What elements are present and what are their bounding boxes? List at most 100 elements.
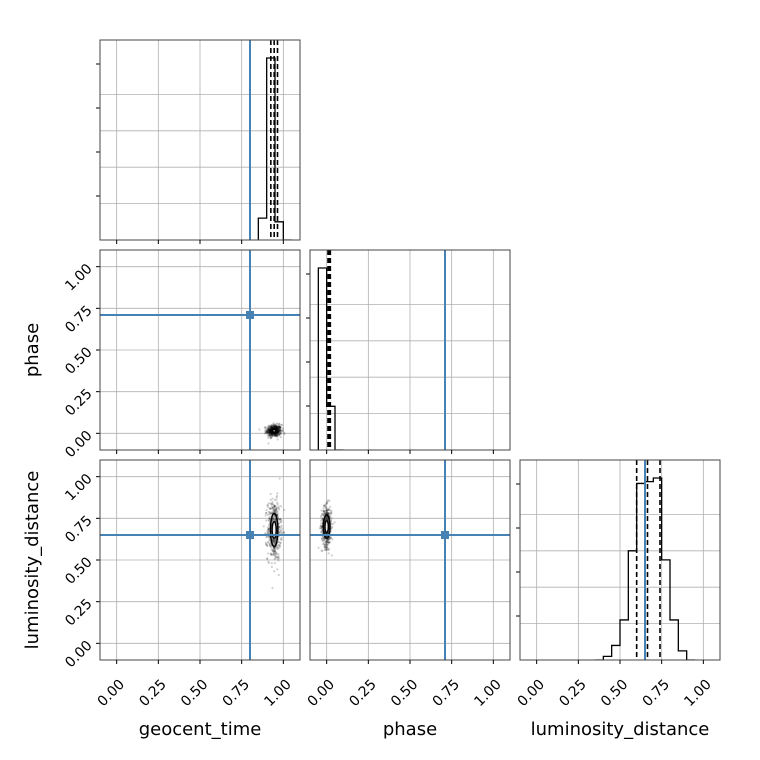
sample-point xyxy=(275,422,278,425)
sample-point xyxy=(276,568,279,571)
sample-point xyxy=(277,432,281,435)
sample-point xyxy=(273,424,276,427)
sample-point xyxy=(268,435,272,438)
sample-point xyxy=(268,429,271,433)
sample-point xyxy=(273,423,277,426)
sample-point xyxy=(279,426,282,429)
sample-point xyxy=(265,430,268,433)
sample-point xyxy=(322,510,325,513)
sample-point xyxy=(320,537,323,540)
x-tick-label: 0.75 xyxy=(430,677,463,710)
sample-point xyxy=(266,526,269,529)
sample-point xyxy=(278,429,282,432)
sample-point xyxy=(273,434,276,437)
sample-point xyxy=(273,498,276,502)
sample-point xyxy=(279,425,282,429)
sample-point xyxy=(330,554,333,557)
sample-point xyxy=(265,431,268,434)
sample-point xyxy=(268,425,271,428)
sample-point xyxy=(277,557,281,560)
sample-point xyxy=(325,545,328,549)
contour-level xyxy=(270,427,279,434)
sample-point xyxy=(322,542,325,545)
sample-point xyxy=(325,502,329,505)
sample-point xyxy=(270,505,273,508)
sample-point xyxy=(278,540,281,543)
sample-point xyxy=(325,510,329,513)
sample-point xyxy=(273,552,276,555)
sample-point xyxy=(265,509,268,512)
panel-geocent_time xyxy=(96,39,301,244)
sample-point xyxy=(266,430,269,434)
sample-point xyxy=(277,432,280,436)
sample-point xyxy=(327,508,330,511)
sample-point xyxy=(269,426,272,429)
sample-point xyxy=(327,512,330,515)
sample-point xyxy=(283,433,286,436)
sample-point xyxy=(267,518,271,521)
sample-point xyxy=(275,506,278,509)
sample-point xyxy=(270,426,274,429)
sample-point xyxy=(277,544,280,547)
sample-point xyxy=(272,552,275,555)
sample-point xyxy=(270,502,274,506)
sample-point xyxy=(319,527,322,530)
truth-marker xyxy=(246,311,254,319)
sample-point xyxy=(268,426,271,429)
x-tick-label: 0.25 xyxy=(136,677,169,710)
sample-point xyxy=(279,426,282,429)
sample-point xyxy=(268,543,272,546)
sample-point xyxy=(271,507,274,510)
y-tick-label: 0.00 xyxy=(62,638,95,671)
sample-point xyxy=(275,426,279,429)
sample-point xyxy=(277,427,280,430)
sample-point xyxy=(273,425,276,428)
sample-point xyxy=(270,426,273,429)
sample-point xyxy=(272,425,275,428)
sample-point xyxy=(276,501,279,504)
sample-point xyxy=(320,512,324,516)
sample-point xyxy=(268,539,271,542)
sample-point xyxy=(322,509,325,512)
sample-point xyxy=(268,512,271,516)
sample-point xyxy=(266,430,269,433)
sample-point xyxy=(269,498,272,501)
sample-point xyxy=(270,424,273,427)
x-tick-label: 0.50 xyxy=(598,677,631,710)
sample-point xyxy=(278,425,281,428)
sample-point xyxy=(272,539,275,542)
sample-point xyxy=(273,547,276,550)
sample-point xyxy=(267,435,270,438)
sample-point xyxy=(264,430,267,434)
sample-point xyxy=(319,524,323,528)
sample-point xyxy=(267,425,270,428)
y-tick-label: 0.25 xyxy=(62,596,95,629)
sample-point xyxy=(269,426,272,430)
sample-point xyxy=(274,424,277,427)
sample-point xyxy=(272,539,275,542)
truth-marker xyxy=(246,531,254,539)
sample-point xyxy=(280,519,283,522)
sample-point xyxy=(326,509,330,512)
sample-point xyxy=(269,427,272,430)
posterior-samples xyxy=(317,499,336,557)
contour-level xyxy=(324,520,330,534)
y-tick-label: 1.00 xyxy=(62,261,95,294)
sample-point xyxy=(321,539,324,542)
sample-point xyxy=(268,429,271,432)
sample-point xyxy=(268,433,271,437)
x-tick-label: 0.00 xyxy=(95,677,128,710)
sample-point xyxy=(326,540,329,544)
sample-point xyxy=(270,553,274,556)
sample-point xyxy=(327,538,330,541)
sample-point xyxy=(327,552,330,555)
sample-point xyxy=(271,433,274,436)
sample-point xyxy=(322,543,325,546)
sample-point xyxy=(327,541,330,544)
sample-point xyxy=(325,507,328,510)
sample-point xyxy=(278,427,281,430)
sample-point xyxy=(325,517,328,520)
sample-point xyxy=(269,432,273,435)
sample-point xyxy=(281,430,285,433)
sample-point xyxy=(283,531,286,534)
